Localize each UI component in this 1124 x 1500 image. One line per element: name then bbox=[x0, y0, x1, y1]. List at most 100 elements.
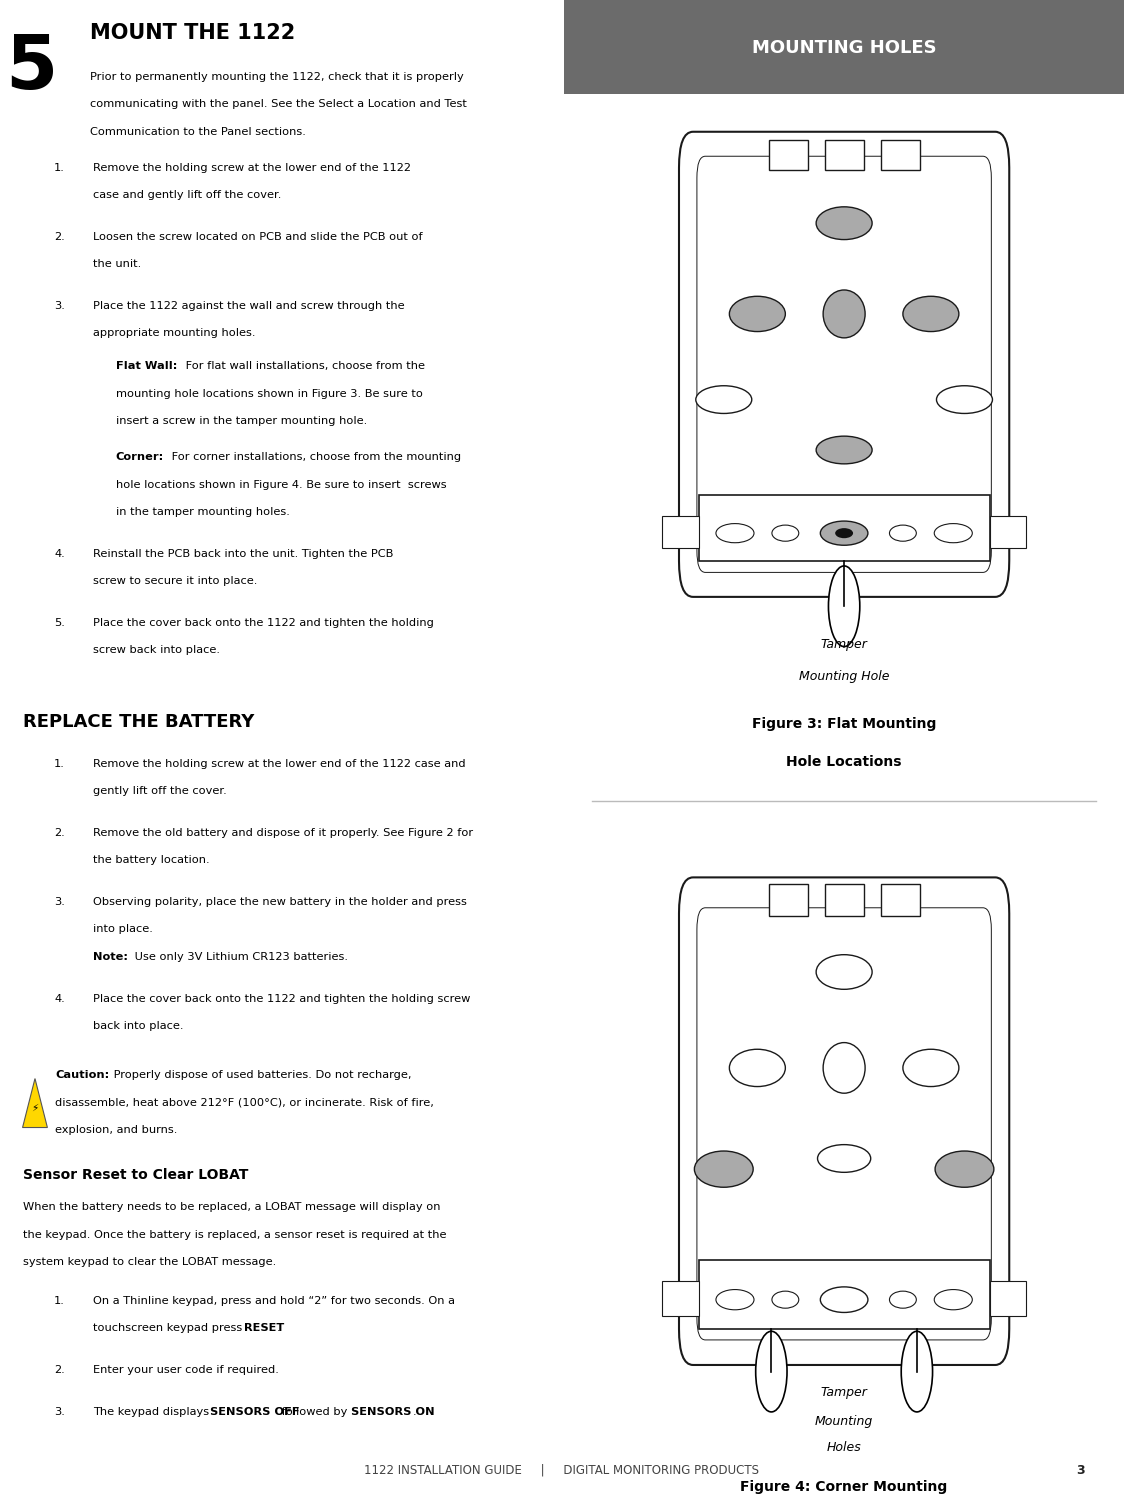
Text: 5.: 5. bbox=[54, 618, 65, 628]
FancyBboxPatch shape bbox=[989, 516, 1026, 549]
Text: mounting hole locations shown in Figure 3. Be sure to: mounting hole locations shown in Figure … bbox=[116, 388, 423, 399]
Ellipse shape bbox=[823, 290, 865, 338]
Text: 2.: 2. bbox=[54, 232, 65, 242]
FancyBboxPatch shape bbox=[880, 884, 919, 916]
Text: the unit.: the unit. bbox=[93, 260, 142, 268]
Text: For flat wall installations, choose from the: For flat wall installations, choose from… bbox=[182, 362, 425, 372]
Text: 1.: 1. bbox=[54, 759, 65, 770]
Text: case and gently lift off the cover.: case and gently lift off the cover. bbox=[93, 190, 281, 200]
FancyBboxPatch shape bbox=[769, 140, 808, 171]
Ellipse shape bbox=[821, 520, 868, 546]
Text: MOUNT THE 1122: MOUNT THE 1122 bbox=[90, 22, 296, 44]
Text: Remove the holding screw at the lower end of the 1122: Remove the holding screw at the lower en… bbox=[93, 162, 411, 172]
Text: Observing polarity, place the new battery in the holder and press: Observing polarity, place the new batter… bbox=[93, 897, 466, 908]
Text: Remove the holding screw at the lower end of the 1122 case and: Remove the holding screw at the lower en… bbox=[93, 759, 465, 770]
Text: screw to secure it into place.: screw to secure it into place. bbox=[93, 576, 257, 586]
Text: back into place.: back into place. bbox=[93, 1022, 183, 1031]
Text: Prior to permanently mounting the 1122, check that it is properly: Prior to permanently mounting the 1122, … bbox=[90, 72, 464, 82]
Text: 5: 5 bbox=[4, 32, 57, 105]
Text: .: . bbox=[277, 1323, 281, 1334]
Ellipse shape bbox=[934, 1290, 972, 1310]
Text: communicating with the panel. See the Select a Location and Test: communicating with the panel. See the Se… bbox=[90, 99, 468, 109]
Polygon shape bbox=[22, 1078, 47, 1128]
Text: 3.: 3. bbox=[54, 302, 65, 310]
Ellipse shape bbox=[729, 1050, 786, 1086]
FancyBboxPatch shape bbox=[699, 495, 989, 561]
Text: Hole Locations: Hole Locations bbox=[787, 754, 901, 768]
FancyBboxPatch shape bbox=[825, 140, 863, 171]
Text: the battery location.: the battery location. bbox=[93, 855, 210, 865]
Ellipse shape bbox=[816, 207, 872, 240]
FancyBboxPatch shape bbox=[679, 132, 1009, 597]
Text: Caution:: Caution: bbox=[55, 1070, 109, 1080]
Ellipse shape bbox=[935, 1150, 994, 1188]
Text: the keypad. Once the battery is replaced, a sensor reset is required at the: the keypad. Once the battery is replaced… bbox=[22, 1230, 446, 1240]
Text: disassemble, heat above 212°F (100°C), or incinerate. Risk of fire,: disassemble, heat above 212°F (100°C), o… bbox=[55, 1098, 434, 1107]
Text: Sensor Reset to Clear LOBAT: Sensor Reset to Clear LOBAT bbox=[22, 1168, 248, 1182]
FancyBboxPatch shape bbox=[825, 884, 863, 916]
Text: gently lift off the cover.: gently lift off the cover. bbox=[93, 786, 227, 796]
Ellipse shape bbox=[889, 1292, 916, 1308]
Ellipse shape bbox=[817, 1144, 871, 1173]
Ellipse shape bbox=[716, 1290, 754, 1310]
Text: 4.: 4. bbox=[54, 549, 65, 558]
FancyBboxPatch shape bbox=[679, 878, 1009, 1365]
Text: Place the 1122 against the wall and screw through the: Place the 1122 against the wall and scre… bbox=[93, 302, 405, 310]
Ellipse shape bbox=[835, 528, 853, 538]
Text: Tamper: Tamper bbox=[821, 638, 868, 651]
FancyBboxPatch shape bbox=[880, 140, 919, 171]
Text: For corner installations, choose from the mounting: For corner installations, choose from th… bbox=[167, 452, 461, 462]
Text: Enter your user code if required.: Enter your user code if required. bbox=[93, 1365, 279, 1376]
Text: Tamper: Tamper bbox=[821, 1386, 868, 1400]
Text: On a Thinline keypad, press and hold “2” for two seconds. On a: On a Thinline keypad, press and hold “2”… bbox=[93, 1296, 455, 1306]
Ellipse shape bbox=[729, 297, 786, 332]
Text: 4.: 4. bbox=[54, 993, 65, 1004]
Text: REPLACE THE BATTERY: REPLACE THE BATTERY bbox=[22, 712, 254, 730]
Text: Loosen the screw located on PCB and slide the PCB out of: Loosen the screw located on PCB and slid… bbox=[93, 232, 423, 242]
Text: .: . bbox=[413, 1407, 417, 1418]
Text: Holes: Holes bbox=[827, 1440, 861, 1454]
FancyBboxPatch shape bbox=[662, 516, 699, 549]
Ellipse shape bbox=[716, 524, 754, 543]
Ellipse shape bbox=[696, 386, 752, 414]
Text: Use only 3V Lithium CR123 batteries.: Use only 3V Lithium CR123 batteries. bbox=[132, 952, 348, 962]
Text: followed by: followed by bbox=[278, 1407, 351, 1418]
Text: Place the cover back onto the 1122 and tighten the holding screw: Place the cover back onto the 1122 and t… bbox=[93, 993, 471, 1004]
Text: in the tamper mounting holes.: in the tamper mounting holes. bbox=[116, 507, 290, 518]
Text: system keypad to clear the LOBAT message.: system keypad to clear the LOBAT message… bbox=[22, 1257, 275, 1268]
Ellipse shape bbox=[816, 954, 872, 990]
Text: explosion, and burns.: explosion, and burns. bbox=[55, 1125, 178, 1134]
Text: Properly dispose of used batteries. Do not recharge,: Properly dispose of used batteries. Do n… bbox=[110, 1070, 411, 1080]
FancyBboxPatch shape bbox=[989, 1281, 1026, 1316]
Text: hole locations shown in Figure 4. Be sure to insert  screws: hole locations shown in Figure 4. Be sur… bbox=[116, 480, 446, 489]
Ellipse shape bbox=[903, 1050, 959, 1086]
Circle shape bbox=[755, 1332, 787, 1412]
Text: SENSORS OFF: SENSORS OFF bbox=[210, 1407, 300, 1418]
Text: When the battery needs to be replaced, a LOBAT message will display on: When the battery needs to be replaced, a… bbox=[22, 1203, 441, 1212]
Text: SENSORS ON: SENSORS ON bbox=[351, 1407, 435, 1418]
Ellipse shape bbox=[823, 1042, 865, 1094]
Text: Note:: Note: bbox=[93, 952, 128, 962]
Text: Figure 4: Corner Mounting: Figure 4: Corner Mounting bbox=[741, 1479, 948, 1494]
Text: 3.: 3. bbox=[54, 1407, 65, 1418]
Text: 1.: 1. bbox=[54, 1296, 65, 1306]
Text: 1.: 1. bbox=[54, 162, 65, 172]
Text: touchscreen keypad press: touchscreen keypad press bbox=[93, 1323, 246, 1334]
Text: Place the cover back onto the 1122 and tighten the holding: Place the cover back onto the 1122 and t… bbox=[93, 618, 434, 628]
Text: Flat Wall:: Flat Wall: bbox=[116, 362, 178, 372]
Text: Figure 3: Flat Mounting: Figure 3: Flat Mounting bbox=[752, 717, 936, 730]
Ellipse shape bbox=[816, 436, 872, 463]
Ellipse shape bbox=[934, 524, 972, 543]
FancyBboxPatch shape bbox=[769, 884, 808, 916]
Text: screw back into place.: screw back into place. bbox=[93, 645, 220, 656]
Text: 2.: 2. bbox=[54, 828, 65, 839]
Text: RESET: RESET bbox=[244, 1323, 284, 1334]
Ellipse shape bbox=[695, 1150, 753, 1188]
Text: The keypad displays: The keypad displays bbox=[93, 1407, 212, 1418]
Text: ⚡: ⚡ bbox=[31, 1102, 38, 1113]
Ellipse shape bbox=[821, 1287, 868, 1312]
Text: 1122 INSTALLATION GUIDE     |     DIGITAL MONITORING PRODUCTS: 1122 INSTALLATION GUIDE | DIGITAL MONITO… bbox=[364, 1464, 760, 1476]
Circle shape bbox=[828, 566, 860, 646]
Ellipse shape bbox=[772, 525, 799, 542]
Text: into place.: into place. bbox=[93, 924, 153, 934]
